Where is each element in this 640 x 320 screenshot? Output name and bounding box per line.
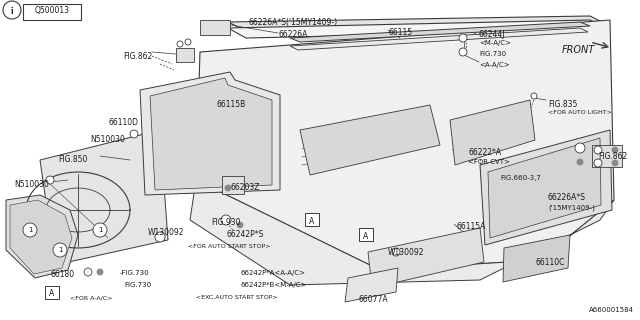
Circle shape [575,143,585,153]
Text: 66110C: 66110C [536,258,565,267]
Text: FIG.730: FIG.730 [479,51,506,57]
Text: FIG.730: FIG.730 [124,282,151,288]
Text: <FOR AUTO LIGHT>: <FOR AUTO LIGHT> [548,110,612,115]
Text: <A-A/C>: <A-A/C> [479,62,509,68]
Polygon shape [290,22,590,42]
Circle shape [23,223,37,237]
Text: 66203Z: 66203Z [230,183,259,192]
Text: -FIG.730: -FIG.730 [120,270,150,276]
Text: ('15MY1409-): ('15MY1409-) [548,204,595,211]
Text: 66226A*S: 66226A*S [548,193,586,202]
Bar [200,20,230,35]
Polygon shape [228,20,608,38]
Circle shape [237,222,243,228]
Circle shape [577,159,583,165]
Polygon shape [345,268,398,302]
Text: W130092: W130092 [388,248,424,257]
Circle shape [177,41,183,47]
Text: FIG.850: FIG.850 [58,155,88,164]
Text: A: A [309,217,315,226]
Polygon shape [368,228,484,288]
Circle shape [155,232,165,242]
Circle shape [130,130,138,138]
Polygon shape [6,195,78,278]
Circle shape [53,243,67,257]
Circle shape [3,1,21,19]
Circle shape [612,147,618,153]
Text: 66242P*B<M-A/C>: 66242P*B<M-A/C> [240,282,307,288]
Circle shape [594,159,602,167]
Text: FIG.862: FIG.862 [598,152,627,161]
Bar [176,48,194,62]
Text: i: i [11,6,13,15]
Text: 66180: 66180 [50,270,74,279]
Polygon shape [140,72,280,195]
Text: N510030: N510030 [14,180,49,189]
Circle shape [459,48,467,56]
Bar [592,145,622,167]
Text: 66226A*S('15MY1409-): 66226A*S('15MY1409-) [248,18,337,27]
Text: 66242P*S: 66242P*S [226,230,264,239]
Text: FIG.862: FIG.862 [123,52,152,61]
Circle shape [221,215,231,225]
Text: FRONT: FRONT [562,45,595,55]
Circle shape [459,34,467,42]
Text: <FOR AUTO START STOP>: <FOR AUTO START STOP> [188,244,271,249]
Text: 66242P*A<A-A/C>: 66242P*A<A-A/C> [240,270,305,276]
Text: FIG.930: FIG.930 [211,218,241,227]
Circle shape [225,185,231,191]
Text: N510030: N510030 [90,135,125,144]
Polygon shape [190,180,614,285]
Polygon shape [40,130,168,265]
Text: <EXC.AUTO START STOP>: <EXC.AUTO START STOP> [196,295,278,300]
Text: 1: 1 [98,227,102,233]
Polygon shape [480,130,612,245]
Text: 66077A: 66077A [358,295,388,304]
Text: 66110D: 66110D [108,118,138,127]
Text: W130092: W130092 [148,228,184,237]
Bar [359,228,373,241]
Circle shape [97,269,103,275]
Text: 66115: 66115 [388,28,412,37]
Polygon shape [196,20,614,270]
Bar [23,4,81,20]
Circle shape [93,223,107,237]
Text: 66115B: 66115B [216,100,245,109]
Circle shape [392,248,400,256]
Polygon shape [10,200,72,274]
Text: FIG.835: FIG.835 [548,100,577,109]
Text: A: A [49,290,54,299]
Bar [305,213,319,226]
Text: 66115A: 66115A [456,222,485,231]
Text: 66222*A: 66222*A [468,148,501,157]
Text: <M-A/C>: <M-A/C> [479,40,511,46]
Text: 66226A: 66226A [278,30,307,39]
Circle shape [185,39,191,45]
Polygon shape [228,16,610,32]
Text: A660001584: A660001584 [589,307,634,313]
Text: 66244J: 66244J [478,30,504,39]
Circle shape [612,160,618,166]
Text: <FOR A-A/C>: <FOR A-A/C> [70,295,113,300]
Polygon shape [150,78,272,190]
Polygon shape [488,138,601,238]
Bar [222,176,244,194]
Polygon shape [290,28,588,50]
Text: 1: 1 [58,247,62,253]
Text: <FOR CVT>: <FOR CVT> [468,159,510,165]
Text: Q500013: Q500013 [35,6,70,15]
Text: A: A [364,231,369,241]
Circle shape [594,146,602,154]
Text: FIG.660-3,7: FIG.660-3,7 [500,175,541,181]
Polygon shape [503,235,570,282]
Polygon shape [450,100,535,165]
Circle shape [46,176,54,184]
Circle shape [84,268,92,276]
Polygon shape [300,105,440,175]
Circle shape [531,93,537,99]
Text: 1: 1 [28,227,32,233]
Bar [45,286,59,299]
